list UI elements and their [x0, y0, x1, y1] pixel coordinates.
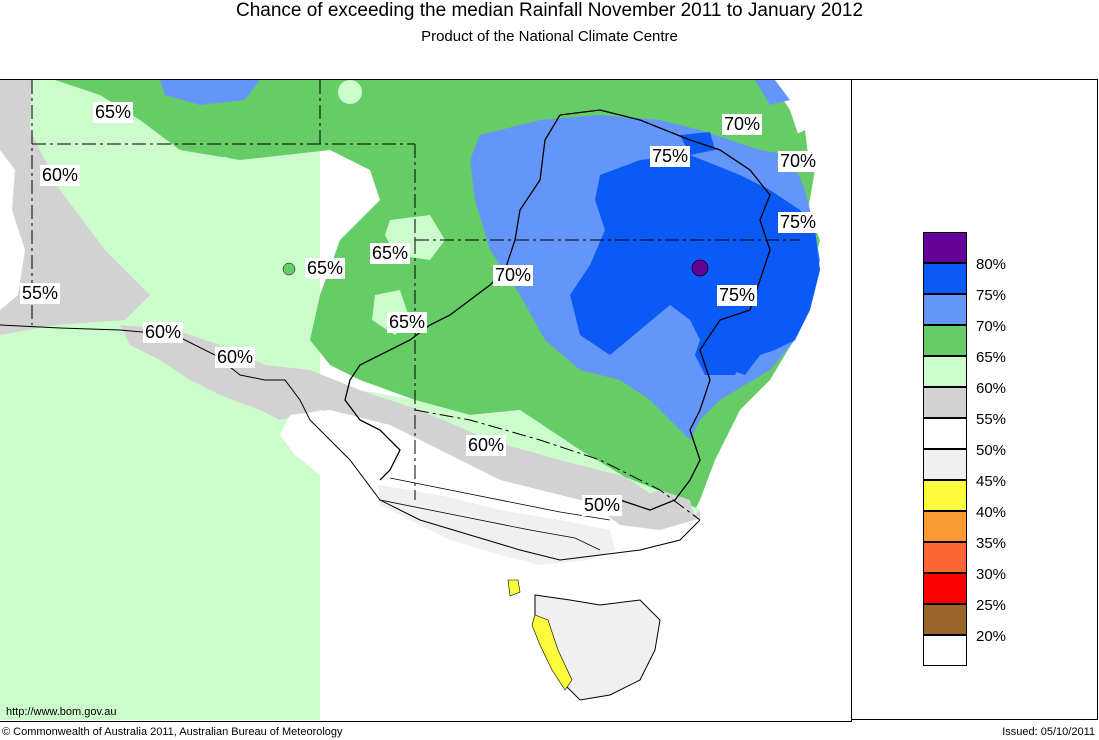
contour-label-vic-50: 50%: [582, 495, 623, 516]
contour-label-sa-60-a: 60%: [143, 322, 184, 343]
legend-swatch: [923, 325, 967, 356]
legend: 80% 75% 70% 65% 60% 55% 50% 45% 40% 35% 30% 25% 20%: [923, 232, 1063, 666]
legend-label: 60%: [976, 380, 1007, 397]
legend-swatch: [923, 232, 967, 263]
contour-label-central-70: 70%: [493, 265, 534, 286]
copyright-notice: © Commonwealth of Australia 2011, Austra…: [2, 726, 343, 738]
legend-swatch: [923, 604, 967, 635]
legend-row: 20%: [923, 604, 1063, 645]
legend-row: 25%: [923, 573, 1063, 614]
legend-label: 75%: [976, 287, 1007, 304]
legend-row: 65%: [923, 325, 1063, 366]
zone-55-west: [0, 80, 150, 335]
legend-row: 50%: [923, 418, 1063, 459]
legend-label: 30%: [976, 566, 1007, 583]
zone-80-dot: [691, 259, 709, 277]
legend-label: 70%: [976, 318, 1007, 335]
legend-swatch: [923, 573, 967, 604]
legend-label: 45%: [976, 473, 1007, 490]
legend-label: 55%: [976, 411, 1007, 428]
contour-vic-b: [389, 477, 611, 521]
legend-label: 65%: [976, 349, 1007, 366]
legend-row: 55%: [923, 387, 1063, 428]
legend-swatch: [923, 542, 967, 573]
coastline-south: [0, 324, 701, 561]
legend-row: 75%: [923, 263, 1063, 304]
map-svg: [0, 80, 820, 720]
contour-label-wa-60: 60%: [40, 165, 81, 186]
legend-row: 30%: [923, 542, 1063, 583]
contour-label-central-65-a: 65%: [305, 258, 346, 279]
rainfall-map: 65% 60% 55% 60% 60% 65% 65% 65% 70% 75% …: [0, 79, 852, 722]
zone-white-westnotch: [0, 150, 25, 310]
legend-swatch: [923, 449, 967, 480]
legend-swatch: [923, 263, 967, 294]
zone-50-vic: [280, 410, 690, 560]
legend-label: 25%: [976, 597, 1007, 614]
legend-label: 80%: [976, 256, 1007, 273]
zone-75-lobe: [695, 330, 745, 375]
contour-label-coast-75: 75%: [778, 212, 819, 233]
contour-label-coast-70-b: 70%: [778, 151, 819, 172]
bom-url[interactable]: http://www.bom.gov.au: [6, 706, 117, 718]
zone-70-top: [160, 80, 260, 105]
legend-row: 60%: [923, 356, 1063, 397]
zone-55-south: [120, 325, 700, 520]
zone-70-top-right: [755, 80, 790, 105]
tasmania-40: [531, 614, 573, 691]
contour-label-wa-65: 65%: [93, 102, 134, 123]
zone-60-pocket-c: [338, 80, 362, 104]
legend-label: 50%: [976, 442, 1007, 459]
legend-row: 35%: [923, 511, 1063, 552]
legend-row: 40%: [923, 480, 1063, 521]
contour-label-qld-75: 75%: [650, 146, 691, 167]
legend-swatch: [923, 418, 967, 449]
zone-65-dot: [282, 262, 296, 276]
legend-label: 35%: [976, 535, 1007, 552]
legend-row: 70%: [923, 294, 1063, 335]
contour-label-central-65-c: 65%: [387, 312, 428, 333]
map-subtitle: Product of the National Climate Centre: [421, 28, 678, 45]
legend-swatch: [923, 480, 967, 511]
zone-60-pocket-d: [218, 157, 232, 173]
legend-label: 40%: [976, 504, 1007, 521]
legend-panel: [851, 79, 1098, 720]
issued-date: Issued: 05/10/2011: [1002, 726, 1095, 738]
border-nsw-vic: [414, 409, 701, 521]
map-title: Chance of exceeding the median Rainfall …: [235, 0, 864, 21]
zone-45-vic: [378, 485, 615, 565]
zone-55-gippsland: [600, 490, 695, 530]
contour-label-vic-60: 60%: [466, 435, 507, 456]
legend-swatch: [923, 635, 967, 666]
legend-swatch: [923, 387, 967, 418]
legend-row: [923, 635, 1063, 666]
king-island: [507, 579, 521, 597]
legend-row: 45%: [923, 449, 1063, 490]
contour-label-nsw-75: 75%: [717, 285, 758, 306]
legend-swatch: [923, 511, 967, 542]
contour-label-coast-70-a: 70%: [722, 114, 763, 135]
legend-swatch: [923, 294, 967, 325]
legend-label: 20%: [976, 628, 1007, 645]
legend-row: 80%: [923, 232, 1063, 273]
legend-swatch: [923, 356, 967, 387]
contour-label-central-65-b: 65%: [370, 243, 411, 264]
contour-label-sa-60-b: 60%: [215, 347, 256, 368]
contour-label-sa-55: 55%: [20, 283, 61, 304]
contour-vic-a: [379, 499, 601, 551]
